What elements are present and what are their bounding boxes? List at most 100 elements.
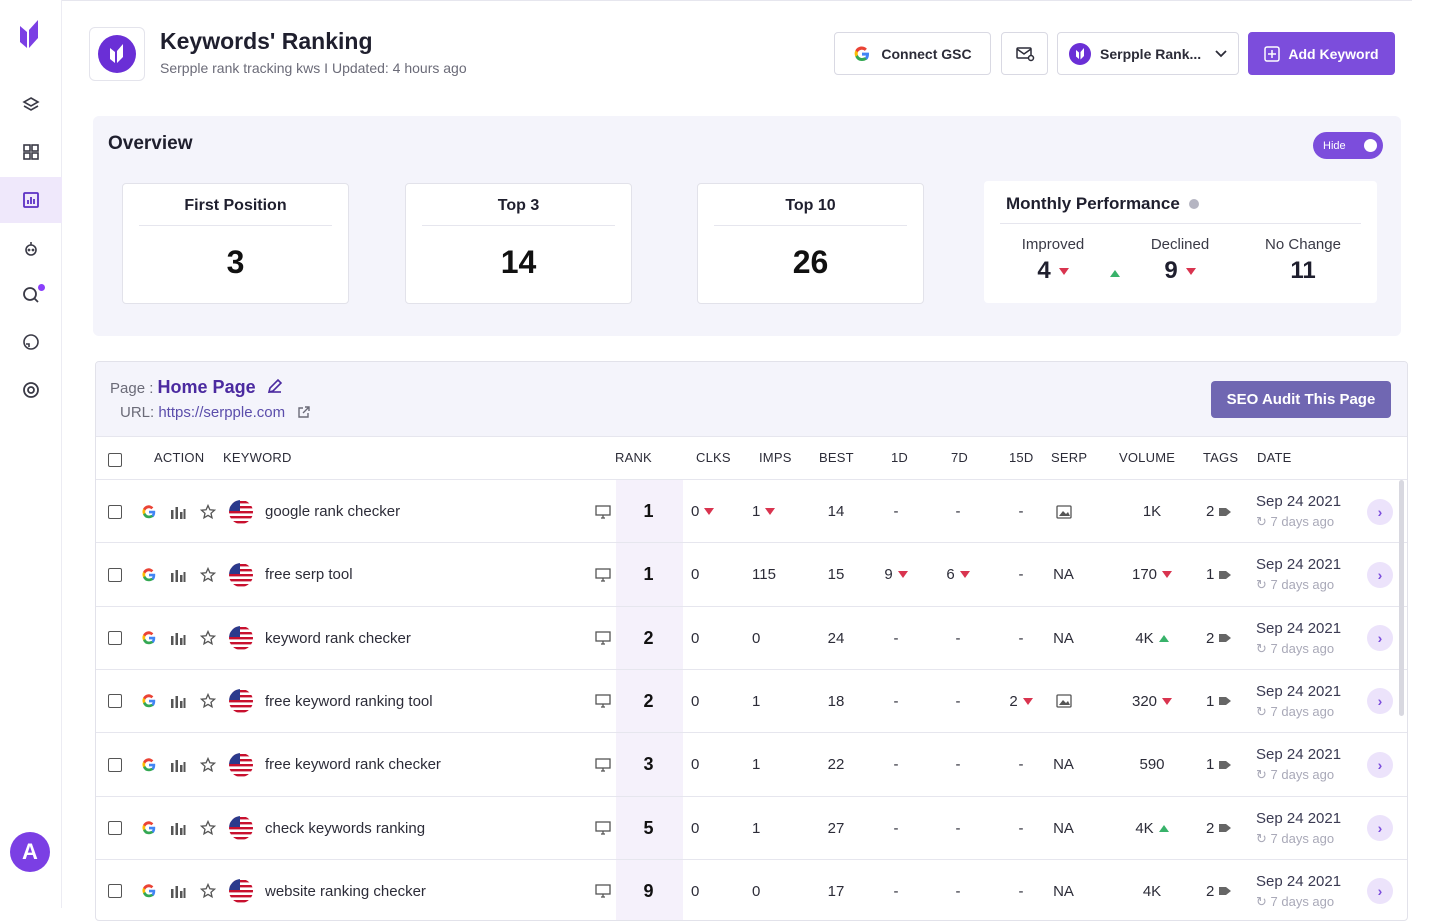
email-report-button[interactable] [1001,32,1048,75]
connect-gsc-button[interactable]: Connect GSC [834,32,991,75]
user-avatar[interactable]: A [10,832,50,872]
bar-chart-icon[interactable] [170,797,186,860]
google-icon[interactable] [141,543,157,606]
star-icon[interactable] [200,543,216,606]
table-scrollbar[interactable] [1399,480,1404,716]
keyword-text[interactable]: google rank checker [265,503,401,520]
table-row[interactable]: free serp tool 1 0 115 15 9 6 - NA 170 1 Sep 24 202… [96,542,1407,605]
th-imps[interactable]: IMPS [759,450,792,465]
tags-value[interactable]: 2 [1206,860,1232,920]
settings-icon[interactable] [0,367,62,413]
rank-chart-icon[interactable] [0,177,62,223]
bar-chart-icon[interactable] [170,733,186,796]
page-url-link[interactable]: https://serpple.com [158,404,286,421]
row-details-chevron-icon[interactable]: › [1367,688,1393,715]
row-checkbox[interactable] [108,631,122,646]
serp-image-icon[interactable] [1055,694,1072,709]
tags-value[interactable]: 1 [1206,670,1232,733]
google-icon[interactable] [141,860,157,920]
row-checkbox[interactable] [108,821,122,835]
desktop-icon [595,480,611,543]
th-tags[interactable]: TAGS [1203,450,1239,465]
keyword-text[interactable]: free keyword rank checker [265,756,441,774]
th-date[interactable]: DATE [1257,450,1292,465]
add-keyword-button[interactable]: Add Keyword [1248,32,1395,75]
th-volume[interactable]: VOLUME [1119,450,1176,465]
keyword-text[interactable]: check keywords ranking [265,819,426,837]
no-change-metric: No Change 11 [1260,236,1346,285]
row-checkbox[interactable] [108,884,122,899]
th-clks[interactable]: CLKS [696,450,731,465]
search-icon[interactable] [0,272,62,318]
row-details-chevron-icon[interactable]: › [1367,751,1393,778]
bar-chart-icon[interactable] [170,860,186,920]
layers-icon[interactable] [0,82,62,128]
google-icon[interactable] [141,733,157,796]
row-details-chevron-icon[interactable]: › [1367,815,1393,841]
hide-overview-toggle[interactable]: Hide [1313,132,1383,159]
bot-icon[interactable] [0,225,62,271]
table-row[interactable]: website ranking checker 9 0 0 17 - - - NA 4K 2 Sep … [96,858,1407,920]
keyword-text[interactable]: website ranking checker [265,882,426,900]
google-icon[interactable] [141,607,157,670]
star-icon[interactable] [200,480,216,543]
star-icon[interactable] [200,860,216,920]
bar-chart-icon[interactable] [170,480,186,543]
tags-value[interactable]: 2 [1206,797,1232,860]
th-serp[interactable]: SERP [1051,450,1088,465]
tags-value[interactable]: 2 [1206,480,1232,543]
app-logo[interactable] [18,16,42,52]
bar-chart-icon[interactable] [170,543,186,606]
th-7d[interactable]: 7D [951,450,969,465]
keyword-text[interactable]: keyword rank checker [265,629,411,647]
info-icon[interactable] [1188,199,1199,209]
serp-cell [1046,670,1081,733]
table-row[interactable]: check keywords ranking 5 0 1 27 - - - NA 4K 2 Sep 2… [96,795,1407,860]
keyword-text[interactable]: free keyword ranking tool [265,692,433,710]
tags-value[interactable]: 1 [1206,733,1232,796]
google-icon[interactable] [141,670,157,733]
table-row[interactable]: google rank checker 1 0 1 14- - -1K 2 Sep 24 202… [96,479,1407,542]
google-icon[interactable] [141,480,157,543]
bar-chart-icon[interactable] [170,670,186,733]
row-details-chevron-icon[interactable]: › [1367,625,1393,652]
edit-icon[interactable] [266,377,284,395]
dashboard-grid-icon[interactable] [0,129,62,175]
external-link-icon[interactable] [297,405,311,419]
table-row[interactable]: keyword rank checker 2 0 0 24 - - - NA 4K 2 Sep 24 … [96,605,1407,670]
star-icon[interactable] [200,670,216,733]
table-row[interactable]: free keyword ranking tool 2 0 1 18 - - 2 320 1 Sep… [96,668,1407,733]
row-checkbox[interactable] [108,567,122,582]
bar-chart-icon[interactable] [170,607,186,670]
google-icon[interactable] [141,797,157,860]
row-details-chevron-icon[interactable]: › [1367,498,1393,525]
th-keyword[interactable]: KEYWORD [223,450,292,465]
volume-value: 4K [1142,882,1162,900]
th-15d[interactable]: 15D [1009,450,1034,465]
select-all-checkbox[interactable] [108,453,122,467]
tags-value[interactable]: 1 [1206,543,1232,606]
overview-title: Overview [108,133,193,154]
star-icon[interactable] [200,733,216,796]
star-icon[interactable] [200,607,216,670]
serp-image-icon[interactable] [1055,504,1072,519]
row-checkbox[interactable] [108,757,122,772]
th-1d[interactable]: 1D [891,450,909,465]
row-checkbox[interactable] [108,694,122,709]
support-icon[interactable] [0,319,62,365]
rank-value: 2 [643,690,654,711]
keyword-text[interactable]: free serp tool [265,566,353,584]
seo-audit-button[interactable]: SEO Audit This Page [1211,381,1391,418]
impressions-value: 115 [752,566,776,584]
row-details-chevron-icon[interactable]: › [1367,878,1393,905]
star-icon[interactable] [200,797,216,860]
page-name[interactable]: Home Page [157,377,256,397]
impressions-value: 0 [752,629,761,647]
tags-value[interactable]: 2 [1206,607,1232,670]
row-checkbox[interactable] [108,504,122,519]
th-best[interactable]: BEST [819,450,854,465]
project-selector[interactable]: Serpple Rank... [1057,32,1239,75]
th-rank[interactable]: RANK [615,450,652,465]
table-row[interactable]: free keyword rank checker 3 0 1 22- - - NA 590 1 S… [96,732,1407,795]
row-details-chevron-icon[interactable]: › [1367,561,1393,588]
